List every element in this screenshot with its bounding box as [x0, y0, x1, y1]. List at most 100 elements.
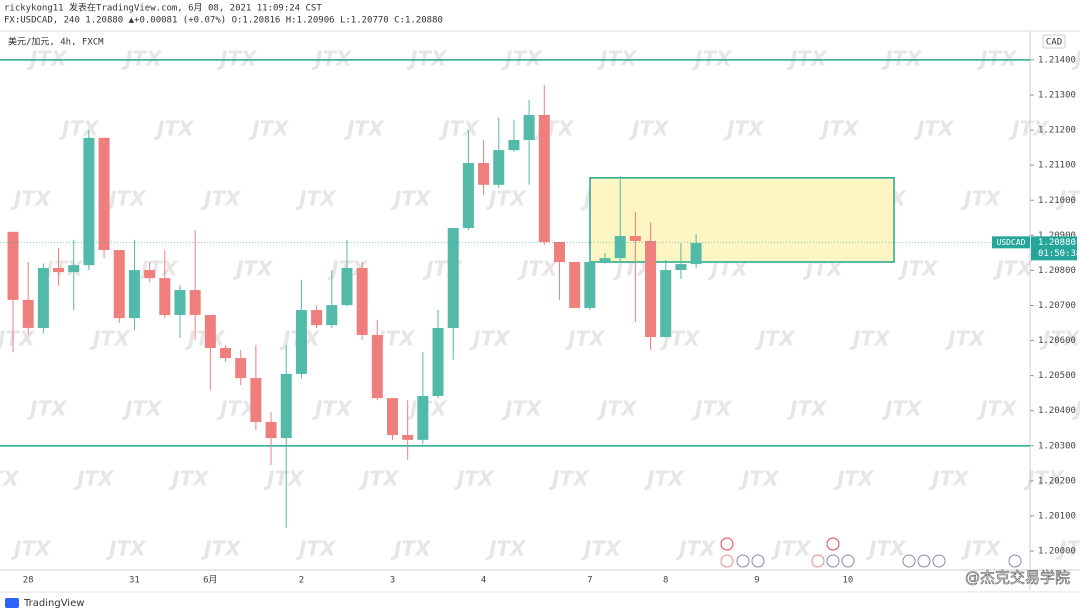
- candle-body: [432, 327, 444, 396]
- watermark: JTX: [105, 187, 147, 211]
- y-tick-label: 1.21300: [1038, 91, 1076, 101]
- x-tick-label: 8: [663, 576, 668, 586]
- candle-body: [280, 373, 292, 439]
- watermark: JTX: [26, 397, 68, 421]
- watermark: JTX: [10, 187, 52, 211]
- quote-line: FX:USDCAD, 240 1.20880 ▲+0.00081 (+0.07%…: [4, 16, 443, 26]
- watermark: JTX: [1055, 537, 1080, 561]
- x-tick-label: 4: [481, 576, 486, 586]
- watermark: JTX: [73, 467, 115, 491]
- watermark: JTX: [960, 537, 1002, 561]
- event-icon: [932, 554, 946, 568]
- candle-body: [402, 434, 414, 440]
- symbol-tag-text: USDCAD: [997, 238, 1026, 247]
- candle-body: [417, 396, 429, 440]
- candle-body: [7, 231, 19, 300]
- watermark: JTX: [738, 467, 780, 491]
- watermark: JTX: [121, 397, 163, 421]
- watermark: JTX: [691, 397, 733, 421]
- watermark: JTX: [295, 187, 337, 211]
- watermark: JTX: [89, 327, 131, 351]
- candle-body: [660, 270, 672, 338]
- watermark: JTX: [311, 47, 353, 71]
- candle-body: [98, 137, 110, 251]
- author-line: rickykong11 发表在TradingView.com, 6月 08, 2…: [4, 2, 322, 14]
- watermark: JTX: [485, 537, 527, 561]
- watermark: JTX: [643, 467, 685, 491]
- y-tick-label: 1.20300: [1038, 441, 1076, 451]
- x-tick-label: 7: [587, 576, 592, 586]
- watermark: JTX: [232, 257, 274, 281]
- candle-body: [584, 261, 596, 308]
- currency[interactable]: CAD: [1046, 38, 1062, 48]
- watermark: JTX: [200, 187, 242, 211]
- candle-body: [508, 139, 520, 151]
- candle-body: [326, 305, 338, 326]
- y-tick-label: 1.20500: [1038, 371, 1076, 381]
- event-icon: [917, 554, 931, 568]
- event-icon: [751, 554, 765, 568]
- watermark: JTX: [628, 117, 670, 141]
- candle-body: [83, 137, 95, 266]
- countdown: 01:50:38: [1038, 249, 1080, 259]
- watermark: JTX: [216, 47, 258, 71]
- watermark: JTX: [263, 467, 305, 491]
- watermark: JTX: [121, 47, 163, 71]
- watermark: JTX: [580, 537, 622, 561]
- watermark: JTX: [501, 397, 543, 421]
- watermark: JTX: [406, 47, 448, 71]
- candle-body: [387, 398, 398, 435]
- watermark: JTX: [311, 397, 353, 421]
- y-tick-label: 1.20400: [1038, 406, 1076, 416]
- watermark: JTX: [438, 117, 480, 141]
- watermark: JTX: [881, 47, 923, 71]
- candle-body: [220, 347, 232, 359]
- watermark: JTX: [248, 117, 290, 141]
- watermark: JTX: [1071, 397, 1080, 421]
- event-icon: [826, 537, 840, 551]
- currency-box[interactable]: [1042, 34, 1066, 49]
- x-tick-label: 2: [299, 576, 304, 586]
- y-tick-label: 1.20200: [1038, 476, 1076, 486]
- watermark: JTX: [168, 467, 210, 491]
- watermark: JTX: [913, 117, 955, 141]
- candle-body: [538, 115, 550, 242]
- event-icon: [736, 554, 750, 568]
- watermark: JTX: [928, 467, 970, 491]
- watermark: JTX: [897, 257, 939, 281]
- watermark: JTX: [358, 467, 400, 491]
- x-tick-label: 10: [842, 576, 853, 586]
- candle-body: [37, 267, 49, 328]
- watermark: JTX: [976, 397, 1018, 421]
- price-tag-text: 1.20880: [1038, 238, 1076, 248]
- watermark: JTX: [390, 537, 432, 561]
- candle-body: [493, 150, 505, 185]
- watermark: JTX: [295, 537, 337, 561]
- watermark: JTX: [786, 47, 828, 71]
- symbol-tag: [992, 236, 1030, 249]
- candle-body: [645, 240, 657, 338]
- candle-body: [311, 310, 323, 326]
- candle-body: [295, 310, 307, 374]
- event-icons: [720, 537, 1022, 568]
- watermark: JTX: [200, 537, 242, 561]
- credit: @杰克交易学院: [965, 569, 1070, 587]
- event-icon: [826, 554, 840, 568]
- watermark: JTX: [596, 397, 638, 421]
- watermark: JTX: [0, 467, 20, 491]
- candle-body: [128, 270, 140, 319]
- x-tick-label: 6月: [203, 575, 217, 586]
- candle-body: [614, 236, 626, 259]
- candle-body: [204, 314, 216, 348]
- candle-body: [675, 264, 687, 271]
- candle-body: [159, 278, 171, 315]
- event-icon: [720, 537, 734, 551]
- watermark: JTX: [944, 327, 986, 351]
- watermark: JTX: [1039, 327, 1080, 351]
- watermark: JTX: [723, 117, 765, 141]
- symbol-line: 美元/加元, 4h, FXCM: [8, 36, 104, 48]
- watermark: JTX: [564, 327, 606, 351]
- watermark: JTX: [865, 537, 907, 561]
- x-tick-label: 28: [23, 576, 34, 586]
